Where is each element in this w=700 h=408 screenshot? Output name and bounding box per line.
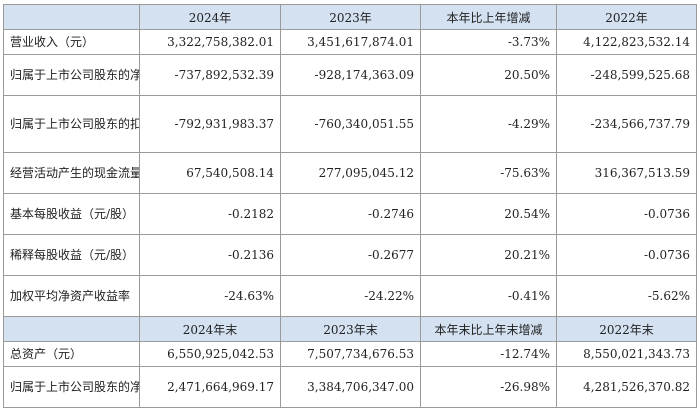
table-row: 加权平均净资产收益率 -24.63% -24.22% -0.41% -5.62% (3, 275, 697, 317)
value-cell: 20.50% (420, 54, 557, 96)
table-row: 经营活动产生的现金流量净额（元） 67,540,508.14 277,095,0… (3, 152, 697, 194)
value-cell: -26.98% (420, 366, 557, 408)
value-cell: 316,367,513.59 (556, 152, 697, 194)
value-cell: 20.54% (420, 193, 557, 235)
value-cell: 3,322,758,382.01 (139, 29, 281, 55)
value-cell: -24.22% (280, 275, 421, 317)
value-cell: 67,540,508.14 (139, 152, 281, 194)
value-cell: 277,095,045.12 (280, 152, 421, 194)
value-cell: -928,174,363.09 (280, 54, 421, 96)
value-cell: 3,451,617,874.01 (280, 29, 421, 55)
value-cell: -0.0736 (556, 193, 697, 235)
value-cell: -0.2136 (139, 234, 281, 276)
value-cell: 6,550,925,042.53 (139, 341, 281, 367)
value-cell: -792,931,983.37 (139, 95, 281, 153)
table-row: 总资产（元） 6,550,925,042.53 7,507,734,676.53… (3, 341, 697, 367)
value-cell: -3.73% (420, 29, 557, 55)
value-cell: -0.0736 (556, 234, 697, 276)
header-cell: 本年末比上年末增减 (420, 316, 557, 342)
value-cell: 20.21% (420, 234, 557, 276)
row-label: 经营活动产生的现金流量净额（元） (3, 152, 140, 194)
value-cell: -4.29% (420, 95, 557, 153)
value-cell: -0.41% (420, 275, 557, 317)
row-label: 归属于上市公司股东的净利润（元） (3, 54, 140, 96)
row-label: 总资产（元） (3, 341, 140, 367)
value-cell: -248,599,525.68 (556, 54, 697, 96)
value-cell: 4,281,526,370.82 (556, 366, 697, 408)
value-cell: -0.2746 (280, 193, 421, 235)
value-cell: -234,566,737.79 (556, 95, 697, 153)
table-header-row: 2024年 2023年 本年比上年增减 2022年 (3, 4, 697, 30)
value-cell: 8,550,021,343.73 (556, 341, 697, 367)
value-cell: -737,892,532.39 (139, 54, 281, 96)
table-row: 营业收入（元） 3,322,758,382.01 3,451,617,874.0… (3, 29, 697, 55)
header-cell: 2024年末 (139, 316, 281, 342)
value-cell: -0.2182 (139, 193, 281, 235)
row-label: 稀释每股收益（元/股） (3, 234, 140, 276)
value-cell: -760,340,051.55 (280, 95, 421, 153)
header-cell: 本年比上年增减 (420, 4, 557, 30)
row-label: 归属于上市公司股东的净资产（元） (3, 366, 140, 408)
table-header-row: 2024年末 2023年末 本年末比上年末增减 2022年末 (3, 316, 697, 342)
value-cell: 7,507,734,676.53 (280, 341, 421, 367)
row-label: 基本每股收益（元/股） (3, 193, 140, 235)
value-cell: 4,122,823,532.14 (556, 29, 697, 55)
value-cell: -75.63% (420, 152, 557, 194)
value-cell: -5.62% (556, 275, 697, 317)
value-cell: 3,384,706,347.00 (280, 366, 421, 408)
header-cell (3, 316, 140, 342)
table-row: 归属于上市公司股东的扣除非经常性损益的净利润（元） -792,931,983.3… (3, 95, 697, 153)
header-cell: 2023年末 (280, 316, 421, 342)
value-cell: -0.2677 (280, 234, 421, 276)
header-cell (3, 4, 140, 30)
row-label: 加权平均净资产收益率 (3, 275, 140, 317)
financial-summary-table: 2024年 2023年 本年比上年增减 2022年 营业收入（元） 3,322,… (3, 4, 697, 408)
table-row: 归属于上市公司股东的净资产（元） 2,471,664,969.17 3,384,… (3, 366, 697, 408)
table-row: 稀释每股收益（元/股） -0.2136 -0.2677 20.21% -0.07… (3, 234, 697, 276)
table-row: 基本每股收益（元/股） -0.2182 -0.2746 20.54% -0.07… (3, 193, 697, 235)
header-cell: 2023年 (280, 4, 421, 30)
value-cell: -12.74% (420, 341, 557, 367)
row-label: 归属于上市公司股东的扣除非经常性损益的净利润（元） (3, 95, 140, 153)
table-row: 归属于上市公司股东的净利润（元） -737,892,532.39 -928,17… (3, 54, 697, 96)
header-cell: 2024年 (139, 4, 281, 30)
value-cell: 2,471,664,969.17 (139, 366, 281, 408)
header-cell: 2022年末 (556, 316, 697, 342)
header-cell: 2022年 (556, 4, 697, 30)
value-cell: -24.63% (139, 275, 281, 317)
row-label: 营业收入（元） (3, 29, 140, 55)
